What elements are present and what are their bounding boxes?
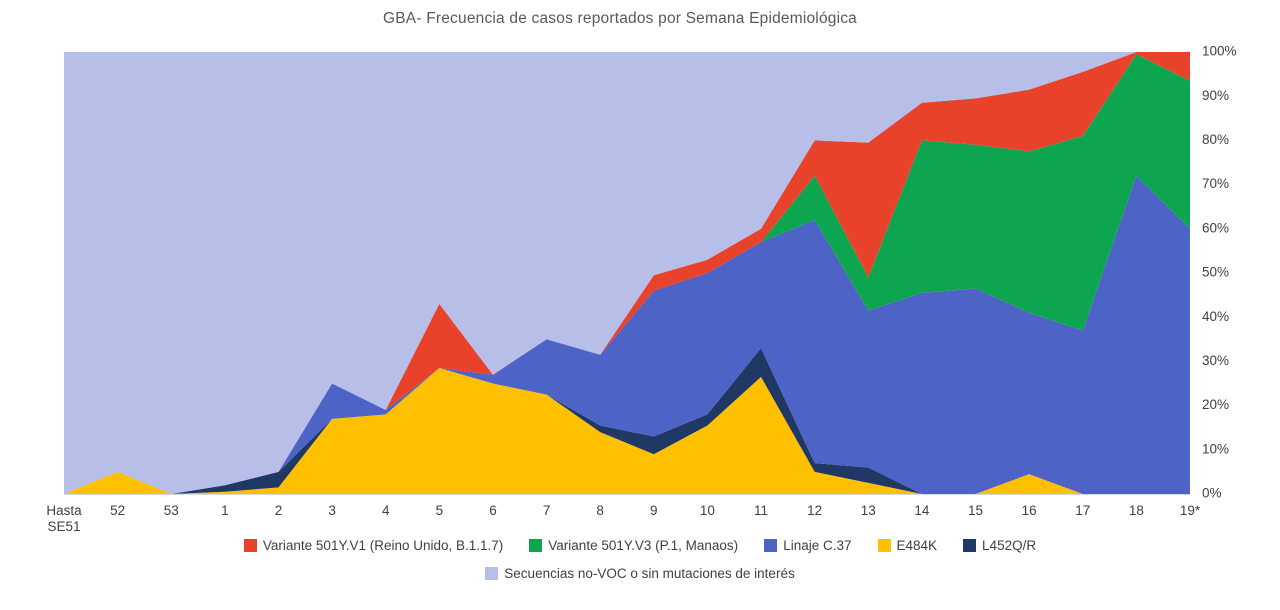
- legend-label: Variante 501Y.V3 (P.1, Manaos): [548, 538, 739, 553]
- legend-label: Linaje C.37: [783, 538, 852, 553]
- x-axis-tick-label: 18: [1129, 503, 1144, 518]
- legend-item-secuencias-no-voc-o-sin-mutaciones-de-inter-s: Secuencias no-VOC o sin mutaciones de in…: [485, 566, 795, 581]
- x-axis-tick-label: 17: [1075, 503, 1090, 518]
- legend-item-variante-501y-v1-reino-unido-b-1-1-7: Variante 501Y.V1 (Reino Unido, B.1.1.7): [243, 538, 504, 553]
- x-axis-tick-label: 15: [968, 503, 983, 518]
- y-axis-tick-label: 10%: [1202, 441, 1229, 456]
- legend-item-e484k: E484K: [877, 538, 938, 553]
- y-axis-tick-label: 90%: [1202, 88, 1229, 103]
- x-axis-tick-label: 3: [328, 503, 336, 518]
- x-axis-tick-label: 5: [436, 503, 444, 518]
- legend-item-linaje-c-37: Linaje C.37: [764, 538, 852, 553]
- series-area-linaje-c-37: [64, 175, 1190, 495]
- legend-row-1: Variante 501Y.V1 (Reino Unido, B.1.1.7) V…: [0, 538, 1280, 553]
- y-axis-tick-label: 100%: [1202, 44, 1237, 59]
- legend-label: Secuencias no-VOC o sin mutaciones de in…: [504, 566, 795, 581]
- x-axis-tick-label: 6: [489, 503, 497, 518]
- chart-title: GBA- Frecuencia de casos reportados por …: [383, 10, 857, 27]
- x-axis-tick-label: Hasta: [46, 503, 82, 518]
- legend-item-l452q-r: L452Q/R: [963, 538, 1036, 553]
- x-axis-tick-label: 53: [164, 503, 179, 518]
- green-swatch-icon: [529, 539, 543, 552]
- series-area-e484k: [64, 368, 1190, 494]
- series-area-variante-501y-v3-p-1-manaos: [64, 54, 1190, 494]
- y-axis-tick-label: 80%: [1202, 132, 1229, 147]
- yellow-swatch-icon: [877, 539, 891, 552]
- red-swatch-icon: [243, 539, 257, 552]
- legend-label: L452Q/R: [982, 538, 1037, 553]
- y-axis-tick-label: 20%: [1202, 397, 1229, 412]
- x-axis-tick-label: SE51: [47, 519, 80, 534]
- x-axis-tick-label: 13: [861, 503, 876, 518]
- y-axis-tick-label: 70%: [1202, 176, 1229, 191]
- x-axis-tick-label: 2: [275, 503, 283, 518]
- x-axis-tick-label: 1: [221, 503, 229, 518]
- legend-row-2: Secuencias no-VOC o sin mutaciones de in…: [0, 566, 1280, 581]
- x-axis-tick-label: 16: [1022, 503, 1037, 518]
- x-axis-tick-label: 4: [382, 503, 390, 518]
- x-axis-tick-label: 12: [807, 503, 822, 518]
- x-axis-tick-label: 9: [650, 503, 658, 518]
- x-axis-tick-label: 14: [914, 503, 930, 518]
- legend-label: Variante 501Y.V1 (Reino Unido, B.1.1.7): [262, 538, 504, 553]
- x-axis-tick-label: 19*: [1180, 503, 1201, 518]
- blue-swatch-icon: [764, 539, 778, 552]
- x-axis-tick-label: 52: [110, 503, 125, 518]
- x-axis-tick-label: 7: [543, 503, 551, 518]
- y-axis-tick-label: 40%: [1202, 309, 1229, 324]
- y-axis-tick-label: 30%: [1202, 353, 1229, 368]
- lavender-swatch-icon: [485, 567, 499, 580]
- series-area-secuencias-no-voc-o-sin-mutaciones-de-inter-s: [64, 52, 1190, 494]
- series-area-variante-501y-v1-reino-unido-b-1-1-7: [64, 52, 1190, 494]
- y-axis-tick-label: 60%: [1202, 220, 1229, 235]
- legend-item-variante-501y-v3-p-1-manaos: Variante 501Y.V3 (P.1, Manaos): [529, 538, 738, 553]
- navy-swatch-icon: [963, 539, 977, 552]
- x-axis-tick-label: 8: [596, 503, 604, 518]
- legend-label: E484K: [896, 538, 938, 553]
- x-axis-tick-label: 11: [754, 503, 768, 518]
- x-axis-tick-label: 10: [700, 503, 715, 518]
- y-axis-tick-label: 50%: [1202, 265, 1229, 280]
- y-axis-tick-label: 0%: [1202, 486, 1222, 501]
